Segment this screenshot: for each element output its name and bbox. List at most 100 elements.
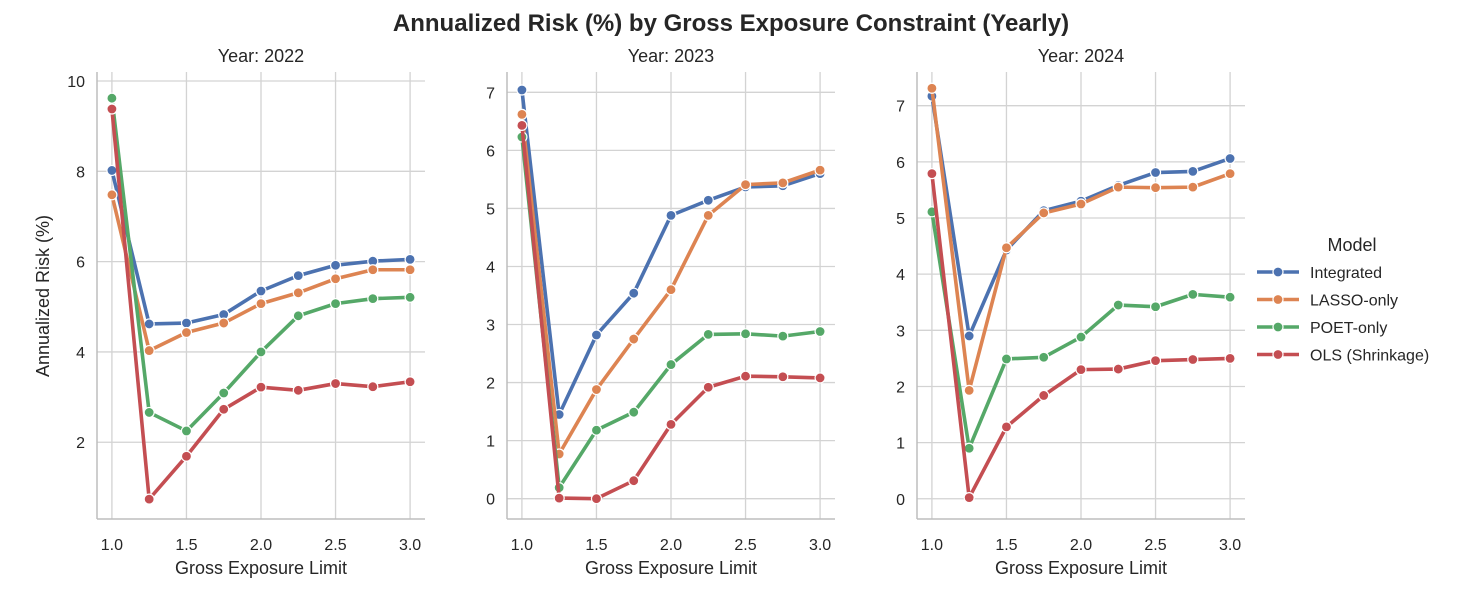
x-tick-label: 1.0: [101, 537, 123, 554]
x-tick-label: 1.0: [511, 537, 533, 554]
data-point: [1149, 301, 1162, 313]
data-point: [143, 344, 155, 357]
data-point: [180, 425, 193, 437]
data-point: [963, 384, 975, 397]
data-point: [255, 346, 267, 358]
data-point: [1038, 351, 1050, 363]
panel-3: 1.0 1.5 2.0 2.5 3.0 0 1 2 3 4 5 6 7 Year: 2024 Gross E…: [896, 46, 1245, 578]
x-tick-label: 1.5: [585, 537, 607, 554]
legend-swatch-marker: [1272, 321, 1284, 333]
y-tick-label: 4: [896, 267, 905, 284]
data-point: [814, 372, 826, 384]
data-point: [106, 92, 118, 104]
data-point: [1224, 352, 1236, 364]
y-tick-label: 0: [486, 492, 495, 509]
data-point: [739, 328, 752, 340]
data-point: [665, 284, 677, 296]
y-tick-label: 7: [486, 85, 495, 102]
x-tick-label: 3.0: [809, 537, 831, 554]
data-point: [739, 370, 752, 382]
data-point: [329, 273, 342, 285]
data-point: [665, 209, 677, 221]
series-integrated: [106, 164, 416, 330]
data-point: [1187, 288, 1199, 300]
legend-swatch-marker: [1272, 293, 1284, 306]
data-point: [628, 406, 640, 418]
data-point: [553, 492, 565, 504]
data-point: [255, 381, 267, 393]
data-point: [590, 493, 603, 505]
data-point: [404, 291, 416, 303]
series-poet-only: [926, 206, 1236, 454]
x-tick-label: 2.5: [734, 537, 756, 554]
y-tick-label: 0: [896, 492, 905, 509]
data-point: [1000, 353, 1013, 365]
data-point: [814, 325, 826, 338]
x-axis-label: Gross Exposure Limit: [995, 558, 1167, 578]
data-point: [255, 298, 267, 310]
y-tick-label: 6: [896, 155, 905, 172]
y-tick-label: 3: [486, 318, 495, 335]
data-point: [1112, 299, 1124, 311]
legend-label: Integrated: [1310, 265, 1382, 282]
data-point: [367, 264, 379, 276]
data-point: [404, 376, 416, 388]
data-point: [1187, 181, 1199, 193]
x-tick-label: 1.5: [175, 537, 197, 554]
data-point: [777, 330, 789, 342]
data-point: [702, 381, 714, 393]
data-point: [665, 418, 677, 430]
data-point: [926, 168, 938, 180]
data-point: [404, 264, 416, 276]
data-point: [963, 330, 975, 342]
x-tick-label: 3.0: [1219, 537, 1241, 554]
y-tick-label: 10: [67, 74, 85, 91]
data-point: [926, 82, 938, 94]
x-axis-label: Gross Exposure Limit: [175, 558, 347, 578]
series-poet-only: [106, 92, 416, 437]
data-point: [590, 329, 603, 341]
y-tick-label: 5: [486, 201, 495, 218]
data-point: [1038, 207, 1050, 219]
panel-title: Year: 2024: [1038, 46, 1124, 66]
data-point: [1149, 182, 1162, 194]
data-point: [292, 310, 304, 322]
series-ols-shrinkage: [926, 168, 1236, 504]
data-point: [106, 103, 118, 115]
data-point: [777, 371, 789, 383]
data-point: [516, 108, 528, 120]
x-tick-label: 2.0: [1070, 537, 1092, 554]
x-tick-label: 3.0: [399, 537, 421, 554]
legend-item-ols-shrinkage: OLS (Shrinkage): [1257, 348, 1429, 365]
data-point: [665, 358, 677, 371]
x-tick-label: 2.5: [1144, 537, 1166, 554]
legend-item-integrated: Integrated: [1257, 265, 1382, 282]
data-point: [702, 209, 714, 221]
legend-label: OLS (Shrinkage): [1310, 348, 1429, 365]
data-point: [292, 270, 304, 282]
x-axis-label: Gross Exposure Limit: [585, 558, 757, 578]
x-tick-label: 2.0: [250, 537, 272, 554]
data-point: [218, 317, 230, 329]
data-point: [180, 326, 193, 339]
data-point: [590, 424, 603, 436]
data-point: [1187, 353, 1199, 366]
data-point: [329, 377, 342, 390]
data-point: [404, 253, 416, 265]
y-tick-label: 2: [896, 379, 905, 396]
legend: Model Integrated LASSO-only POET-only OLS (S…: [1257, 235, 1429, 365]
chart-title: Annualized Risk (%) by Gross Exposure Co…: [393, 10, 1069, 37]
y-tick-label: 1: [486, 434, 495, 451]
series-lasso-only: [106, 189, 416, 357]
data-point: [777, 177, 789, 189]
panel-1: 1.0 1.5 2.0 2.5 3.0 2 4 6 8 10 Year: 2022 Gross Exp…: [67, 46, 425, 578]
legend-swatch-marker: [1272, 348, 1284, 361]
data-point: [143, 318, 155, 330]
data-point: [292, 287, 304, 299]
y-tick-label: 6: [486, 143, 495, 160]
x-tick-label: 1.0: [921, 537, 943, 554]
data-point: [628, 475, 640, 487]
data-point: [180, 317, 193, 329]
